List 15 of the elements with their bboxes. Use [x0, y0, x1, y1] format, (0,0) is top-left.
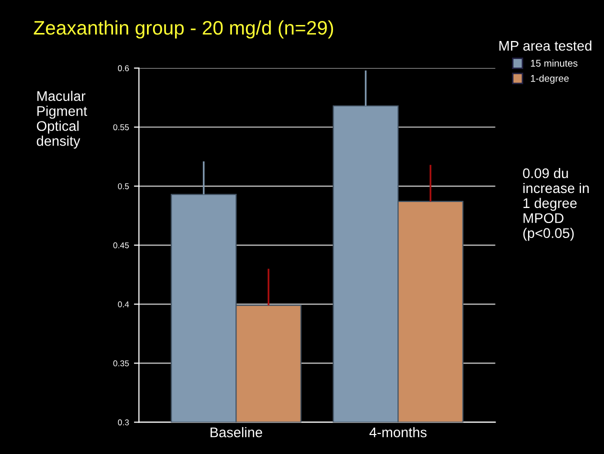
chart-title: Zeaxanthin group - 20 mg/d (n=29): [34, 20, 334, 39]
legend-title: MP area tested: [499, 40, 592, 51]
y-tick-label: 0.55: [113, 124, 129, 130]
y-axis-title: Macular Pigment Optical density: [36, 90, 88, 149]
x-tick-label: 4-months: [369, 427, 427, 438]
legend-label: 15 minutes: [530, 60, 578, 67]
y-tick-label: 0.6: [118, 65, 129, 72]
text: 0.09 du increase in 1 degree MPOD (p<0.05): [523, 168, 589, 241]
y-tick-label: 0.5: [118, 183, 129, 190]
y-tick-label: 0.4: [118, 301, 129, 308]
y-tick-label: 0.3: [118, 419, 129, 426]
x-tick-label: Baseline: [210, 427, 262, 438]
y-tick-label: 0.45: [113, 242, 129, 248]
legend-label: 1-degree: [530, 74, 569, 84]
y-tick-label: 0.35: [113, 360, 129, 366]
